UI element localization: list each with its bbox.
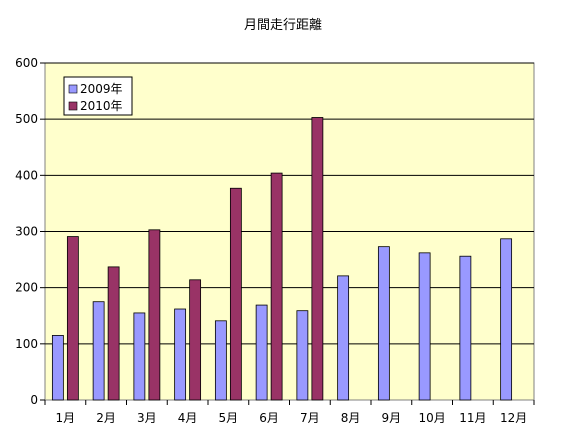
bar-2010年-1月: [66, 236, 79, 401]
bar-2009年-1月: [51, 335, 64, 401]
x-axis-ticks: 1月 2月 3月 4月 5月 6月 7月 8月 9月 10月 11月 12月: [44, 400, 535, 425]
bar-2009年-10月: [418, 252, 431, 401]
x-tick-label: 6月: [259, 411, 279, 425]
x-tick-label: 12月: [500, 411, 527, 425]
y-tick-label: 300: [15, 225, 38, 239]
x-tick-label: 1月: [56, 411, 76, 425]
legend: 2009年 2010年: [63, 76, 133, 116]
x-tick-label: 8月: [341, 411, 361, 425]
bar-2009年-2月: [92, 301, 105, 401]
y-tick-label: 500: [15, 112, 38, 126]
x-tick-label: 2月: [96, 411, 116, 425]
x-tick-label: 9月: [382, 411, 402, 425]
bar-2010年-6月: [270, 172, 283, 401]
legend-swatch-2010: [68, 101, 78, 111]
legend-label-2010: 2010年: [80, 99, 123, 113]
bar-2009年-9月: [377, 246, 390, 401]
y-axis-ticks: 0 100 200 300 400 500 600: [15, 56, 45, 407]
bar-2010年-5月: [229, 187, 242, 401]
bar-2010年-7月: [311, 117, 324, 401]
gridlines: [45, 62, 534, 345]
y-tick-label: 600: [15, 56, 38, 70]
legend-label-2009: 2009年: [80, 82, 123, 96]
bar-2009年-3月: [133, 312, 146, 401]
x-tick-label: 11月: [459, 411, 486, 425]
x-tick-label: 3月: [137, 411, 157, 425]
bar-2009年-7月: [296, 310, 309, 401]
bars: [51, 117, 513, 401]
x-tick-label: 5月: [219, 411, 239, 425]
bar-2009年-12月: [500, 238, 513, 401]
bar-2010年-4月: [189, 279, 202, 401]
bar-2009年-11月: [459, 255, 472, 401]
bar-2009年-6月: [255, 304, 268, 401]
bar-2010年-3月: [148, 229, 161, 401]
y-tick-label: 400: [15, 168, 38, 182]
chart-title: 月間走行距離: [244, 18, 322, 33]
bar-2010年-2月: [107, 266, 120, 401]
bar-2009年-5月: [214, 320, 227, 401]
x-tick-label: 4月: [178, 411, 198, 425]
y-tick-label: 200: [15, 281, 38, 295]
x-tick-label: 10月: [418, 411, 445, 425]
x-tick-label: 7月: [300, 411, 320, 425]
y-tick-label: 100: [15, 337, 38, 351]
legend-swatch-2009: [68, 84, 78, 94]
bar-2009年-4月: [174, 308, 187, 401]
y-tick-label: 0: [30, 393, 38, 407]
bar-2009年-8月: [337, 275, 350, 401]
